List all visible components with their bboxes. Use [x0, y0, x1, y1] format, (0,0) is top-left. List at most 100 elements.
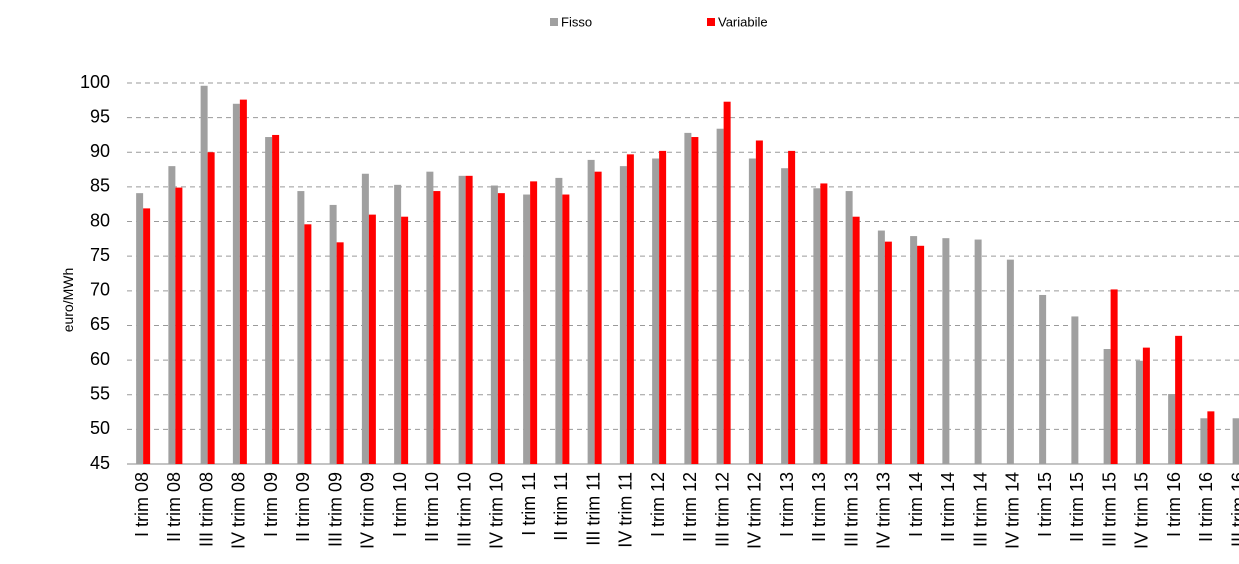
bar — [329, 204, 337, 465]
bar — [1039, 294, 1047, 464]
x-tick-label: I trim 10 — [390, 472, 410, 537]
x-tick-label: IV trim 11 — [616, 472, 636, 548]
bar — [910, 236, 918, 464]
x-tick-label: II trim 08 — [164, 472, 184, 542]
x-tick-label: III trim 13 — [841, 472, 861, 547]
x-tick-label: IV trim 13 — [874, 472, 894, 549]
x-tick-label: I trim 15 — [1035, 472, 1055, 537]
bar — [1175, 335, 1183, 464]
bar — [497, 193, 505, 465]
bar — [426, 171, 434, 464]
bar — [136, 193, 144, 465]
x-tick-label: II trim 14 — [938, 472, 958, 542]
y-tick-label: 65 — [90, 314, 110, 334]
x-tick-label: III trim 11 — [583, 472, 603, 546]
x-tick-label: III trim 15 — [1099, 472, 1119, 547]
y-tick-label: 60 — [90, 349, 110, 369]
bar — [143, 208, 151, 464]
bar — [336, 242, 344, 464]
bar — [723, 101, 731, 464]
bar — [272, 134, 280, 465]
bar — [433, 191, 441, 464]
bar — [716, 128, 724, 464]
bar — [813, 188, 821, 464]
bar — [523, 194, 531, 464]
bar — [232, 103, 240, 465]
bar — [788, 150, 796, 464]
bar — [265, 137, 273, 465]
legend-label: Variabile — [718, 14, 768, 29]
x-tick-label: I trim 11 — [519, 472, 539, 536]
bar — [1110, 289, 1118, 464]
x-tick-label: III trim 14 — [970, 472, 990, 547]
bar — [594, 171, 602, 464]
bar — [852, 216, 860, 464]
x-tick-label: III trim 10 — [454, 472, 474, 547]
bar — [168, 166, 176, 465]
bar — [394, 184, 402, 464]
y-tick-label: 50 — [90, 418, 110, 438]
x-tick-label: II trim 16 — [1196, 472, 1216, 542]
x-tick-label: III trim 16 — [1228, 472, 1239, 547]
bar — [465, 175, 473, 465]
y-tick-label: 55 — [90, 383, 110, 403]
x-tick-label: I trim 14 — [906, 472, 926, 537]
bar — [845, 191, 853, 464]
bar — [691, 137, 699, 465]
bar — [748, 158, 756, 465]
x-tick-label: III trim 12 — [712, 472, 732, 547]
bar — [200, 85, 208, 465]
bar — [659, 150, 667, 464]
y-tick-label: 90 — [90, 141, 110, 161]
x-tick-label: I trim 09 — [261, 472, 281, 537]
bar — [755, 140, 763, 464]
x-tick-label: IV trim 08 — [229, 472, 249, 549]
bar — [917, 245, 925, 464]
bar — [1207, 411, 1215, 464]
bar — [652, 158, 660, 465]
legend-swatch — [707, 18, 715, 26]
bar — [555, 177, 563, 465]
y-tick-label: 95 — [90, 106, 110, 126]
bar — [884, 241, 892, 464]
legend-label: Fisso — [561, 14, 592, 29]
y-tick-label: 85 — [90, 176, 110, 196]
x-tick-label: IV trim 10 — [487, 472, 507, 549]
bar — [361, 173, 369, 465]
x-tick-label: II trim 09 — [293, 472, 313, 542]
bar — [1006, 259, 1014, 464]
y-tick-label: 100 — [80, 72, 110, 92]
bar — [974, 239, 982, 464]
bar — [1135, 360, 1143, 464]
y-tick-label: 75 — [90, 245, 110, 265]
x-tick-label: II trim 15 — [1067, 472, 1087, 542]
y-tick-label: 80 — [90, 210, 110, 230]
x-tick-label: IV trim 15 — [1132, 472, 1152, 549]
y-tick-label: 70 — [90, 280, 110, 300]
bar — [175, 187, 183, 465]
x-tick-label: III trim 08 — [196, 472, 216, 547]
bar — [877, 230, 885, 464]
bar — [619, 166, 627, 465]
bar — [587, 159, 595, 464]
bar — [401, 216, 409, 464]
bar — [239, 99, 247, 464]
bar — [368, 214, 376, 464]
bar — [1200, 418, 1208, 464]
bar — [626, 154, 634, 465]
x-tick-label: IV trim 12 — [745, 472, 765, 549]
bar — [942, 238, 950, 464]
bar — [820, 183, 828, 465]
x-tick-label: I trim 13 — [777, 472, 797, 537]
x-tick-label: I trim 08 — [132, 472, 152, 537]
bar — [490, 185, 498, 465]
x-tick-label: II trim 13 — [809, 472, 829, 542]
legend-swatch — [550, 18, 558, 26]
x-tick-label: II trim 10 — [422, 472, 442, 542]
bar — [1168, 394, 1176, 464]
bar — [781, 168, 789, 465]
bar — [1142, 347, 1150, 464]
bar — [1071, 316, 1079, 464]
bar — [562, 194, 570, 464]
